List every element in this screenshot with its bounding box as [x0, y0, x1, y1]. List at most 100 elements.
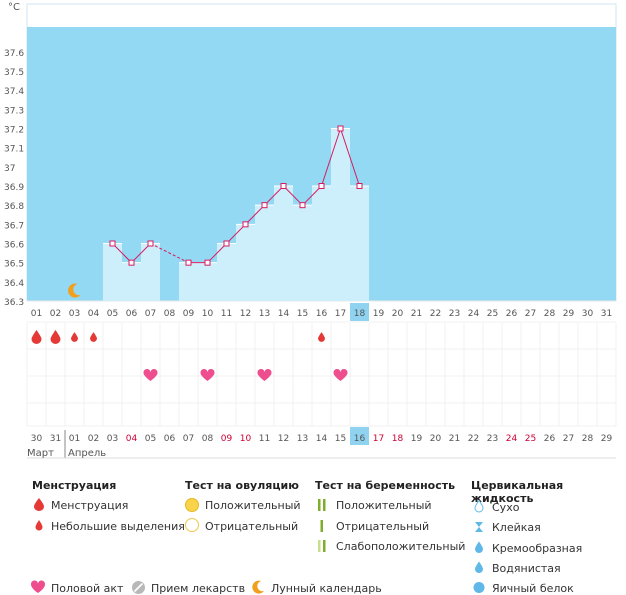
- y-tick-label: 36.3: [4, 298, 24, 308]
- date-label: 31: [50, 434, 61, 444]
- y-unit-label: °C: [8, 2, 20, 13]
- temp-point: [318, 182, 325, 189]
- temp-bar: [122, 262, 141, 301]
- y-tick-label: 37.5: [4, 68, 24, 78]
- temp-bar: [217, 243, 236, 301]
- cycle-day-label: 01: [31, 309, 42, 319]
- heart-icon: [257, 368, 272, 381]
- temp-bar: [103, 243, 122, 301]
- cycle-day-label: 15: [297, 309, 308, 319]
- pill-icon: [132, 581, 145, 594]
- date-label: 15: [335, 434, 346, 444]
- cycle-day-label: 04: [88, 309, 100, 319]
- date-label: 06: [164, 434, 176, 444]
- temp-bar: [179, 262, 198, 301]
- cycle-day-label: 11: [221, 309, 232, 319]
- heart-icon: [30, 580, 46, 593]
- temp-line-segment: [283, 185, 303, 206]
- y-tick-label: 37: [4, 164, 15, 174]
- today-date-highlight: [350, 427, 369, 445]
- legend-ovulation-title: Тест на овуляцию: [185, 479, 299, 492]
- date-label: 23: [487, 434, 498, 444]
- date-label: 14: [316, 434, 328, 444]
- spotting-drop-icon: [35, 520, 43, 531]
- pregnancy-positive-icon: [318, 499, 326, 511]
- date-label: 08: [202, 434, 214, 444]
- legend-cervical-creamy: Кремообразная: [492, 542, 583, 555]
- heart-icon: [143, 368, 158, 381]
- dry-icon: [474, 499, 484, 513]
- legend-ovulation-negative: Отрицательный: [205, 520, 299, 533]
- date-label: 21: [449, 434, 460, 444]
- legend-pregnancy-negative: Отрицательный: [336, 520, 430, 533]
- moon-icon: [68, 283, 81, 298]
- temp-point: [299, 202, 306, 209]
- temp-bar: [274, 185, 293, 301]
- legend-cervical-watery: Водянистая: [492, 562, 561, 575]
- temp-bar: [312, 185, 331, 301]
- date-label: 02: [88, 434, 99, 444]
- legend-pregnancy-positive: Положительный: [336, 499, 432, 512]
- temp-line-segment: [321, 128, 341, 187]
- ovulation-negative-icon: [185, 518, 199, 532]
- cycle-day-label: 14: [278, 309, 290, 319]
- cycle-day-label: 28: [544, 309, 556, 319]
- temp-bar: [236, 224, 255, 301]
- y-tick-label: 36.7: [4, 221, 24, 231]
- sticky-icon: [475, 522, 483, 532]
- temp-bar: [293, 205, 312, 301]
- y-tick-label: 37.1: [4, 145, 24, 155]
- date-label: 05: [145, 434, 156, 444]
- date-label: 30: [31, 434, 43, 444]
- y-tick-label: 37.3: [4, 106, 24, 116]
- temp-point: [223, 240, 230, 247]
- cycle-day-label: 10: [202, 309, 214, 319]
- legend-cervical-dry: Сухо: [492, 501, 520, 514]
- cycle-day-label: 30: [582, 309, 594, 319]
- cycle-day-label: 02: [50, 309, 61, 319]
- moon-icon: [252, 580, 264, 594]
- date-label: 10: [240, 434, 252, 444]
- cycle-day-label: 27: [525, 309, 536, 319]
- cycle-day-label: 24: [468, 309, 480, 319]
- cycle-day-label: 25: [487, 309, 498, 319]
- temp-point: [261, 202, 268, 209]
- date-label: 26: [544, 434, 556, 444]
- y-tick-label: 37.4: [4, 87, 24, 97]
- cycle-day-label: 16: [316, 309, 328, 319]
- pregnancy-weak-icon: [318, 540, 326, 552]
- cycle-day-label: 03: [69, 309, 80, 319]
- temp-point: [204, 259, 211, 266]
- temp-point: [280, 182, 287, 189]
- date-label: 25: [525, 434, 536, 444]
- cycle-day-label: 07: [145, 309, 156, 319]
- cycle-day-label: 12: [240, 309, 251, 319]
- month-label-april: Апрель: [68, 448, 106, 459]
- watery-icon: [475, 561, 483, 573]
- y-tick-label: 36.8: [4, 202, 24, 212]
- date-label: 18: [392, 434, 404, 444]
- y-tick-label: 36.5: [4, 260, 24, 270]
- cycle-day-label: 09: [183, 309, 195, 319]
- date-label: 22: [468, 434, 479, 444]
- y-tick-label: 36.6: [4, 240, 24, 250]
- temp-line-segment: [226, 223, 246, 244]
- legend-menstruation-title: Менструация: [32, 479, 117, 492]
- temp-line-segment: [264, 185, 284, 206]
- y-tick-label: 37.6: [4, 49, 24, 59]
- date-label: 19: [411, 434, 423, 444]
- cycle-day-label: 19: [373, 309, 385, 319]
- temp-point: [356, 182, 363, 189]
- y-tick-label: 37.2: [4, 125, 24, 135]
- egg-white-icon: [473, 582, 485, 593]
- date-label: 24: [506, 434, 518, 444]
- cycle-day-label: 17: [335, 309, 346, 319]
- date-label: 29: [601, 434, 613, 444]
- y-tick-label: 36.9: [4, 183, 24, 193]
- cycle-day-label: 31: [601, 309, 612, 319]
- cycle-day-label: 08: [164, 309, 176, 319]
- date-label: 16: [354, 434, 366, 444]
- legend-intercourse: Половой акт: [51, 582, 124, 595]
- cycle-day-label: 29: [563, 309, 575, 319]
- menstruation-drop-icon: [50, 330, 61, 344]
